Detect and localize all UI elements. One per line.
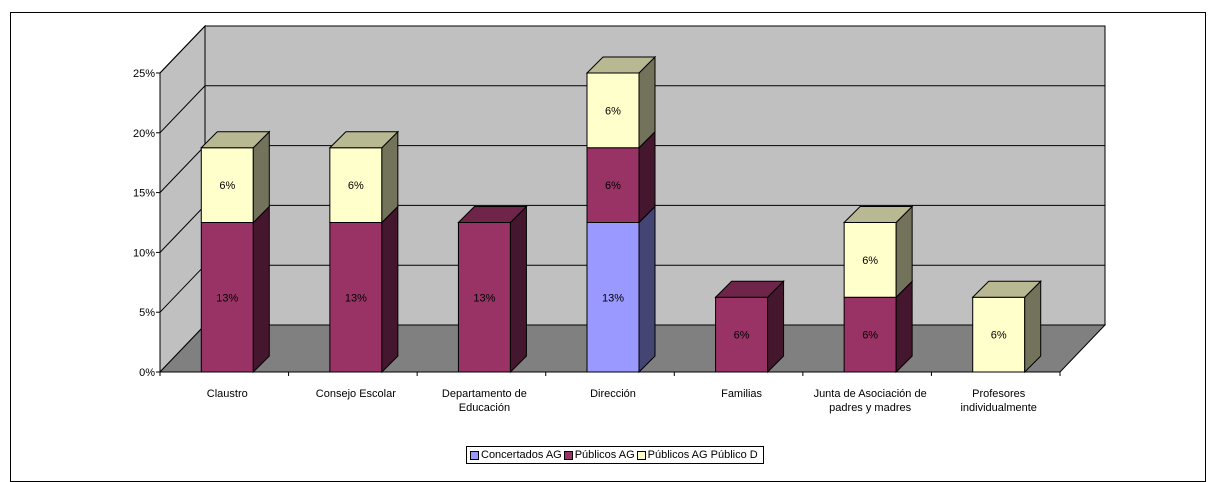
category-label-line: Familias — [721, 388, 762, 400]
bar-stack: 13% 6% — [200, 130, 271, 374]
bar-segment: 13% — [586, 205, 656, 374]
bar-front — [586, 72, 640, 149]
bar-front — [329, 147, 383, 223]
bar-segment: 6% — [329, 130, 399, 224]
bar-segment: 6% — [843, 205, 913, 299]
legend-label: Públicos AG — [574, 449, 635, 461]
bar-top — [200, 131, 271, 149]
legend-swatch — [563, 450, 573, 460]
bar-top — [328, 131, 400, 149]
data-label: 6% — [348, 180, 364, 192]
y-tick-label: 20% — [133, 128, 155, 140]
bar-top — [971, 280, 1042, 298]
legend-item: Públicos AG — [563, 449, 635, 461]
category-label: Familias — [721, 388, 762, 400]
data-label: 6% — [734, 330, 750, 342]
bar-side — [638, 205, 656, 374]
bar-stack: 6% — [714, 280, 785, 374]
bar-front — [586, 147, 640, 223]
data-label: 6% — [605, 180, 621, 192]
bar-segment: 13% — [200, 205, 270, 374]
data-label: 13% — [602, 292, 624, 304]
category-label-line: Dirección — [590, 388, 636, 400]
data-label: 13% — [216, 292, 238, 304]
y-tick-label: 15% — [133, 188, 155, 200]
bar-segment: 13% — [457, 205, 527, 374]
y-tick-label: 0% — [139, 367, 155, 379]
category-label-line: Claustro — [207, 388, 248, 400]
y-tick-label: 25% — [133, 68, 155, 80]
bar-front — [715, 296, 769, 373]
category-label-line: Profesores — [972, 388, 1026, 400]
category-label: Profesores individualmente — [960, 388, 1036, 414]
y-tick-label: 10% — [133, 247, 155, 259]
data-label: 6% — [862, 255, 878, 267]
bar-front — [200, 222, 254, 373]
bars: 13% 6% 13% 6% 13% 13% 6% 6% 6% 6% 6% 6% — [200, 55, 1042, 374]
bar-side — [509, 205, 527, 374]
bar-segment: 6% — [972, 280, 1042, 374]
bar-side — [252, 205, 270, 374]
bar-segment: 6% — [715, 280, 785, 374]
data-label: 13% — [345, 292, 367, 304]
bar-top — [842, 206, 914, 223]
y-axis: 0% 5% 10% 15% 20% 25% — [133, 68, 161, 379]
bar-top — [457, 206, 528, 223]
bar-stack: 13% — [457, 205, 528, 374]
bar-segment: 6% — [200, 130, 270, 224]
data-label: 6% — [605, 105, 621, 117]
category-label: Junta de Asociación de padres y madres — [814, 388, 927, 414]
legend-swatch — [470, 450, 479, 460]
bar-stack: 13% 6% — [328, 130, 400, 374]
data-label: 6% — [862, 330, 878, 342]
bar-top — [714, 280, 785, 298]
gridline — [159, 85, 1105, 134]
legend: Concertados AG Públicos AG Públicos AG Púb… — [466, 446, 764, 464]
bar-front — [586, 222, 640, 373]
legend-label: Concertados AG — [481, 449, 562, 461]
category-label: Dirección — [590, 388, 636, 400]
gridline — [159, 25, 1105, 74]
category-label: Claustro — [207, 388, 248, 400]
legend-item: Públicos AG Público D — [636, 449, 758, 461]
category-label-line: padres y madres — [829, 402, 911, 414]
stacked-bar-chart-3d: 0%5%10%15%20%25% 13%6%13%6%13% 13%6%6%6% 6… — [133, 24, 1107, 414]
category-label: Departamento de Educación — [442, 388, 527, 414]
data-label: 6% — [991, 330, 1007, 342]
category-label: Consejo Escolar — [316, 388, 396, 400]
bar-segment: 13% — [329, 205, 399, 374]
bar-segment: 6% — [586, 55, 656, 149]
data-label: 6% — [219, 180, 235, 192]
category-label-line: Junta de Asociación de — [814, 388, 927, 400]
side-wall — [159, 24, 206, 374]
legend-label: Públicos AG Público D — [647, 449, 758, 461]
category-label-line: Departamento de — [442, 388, 527, 400]
bar-stack: 13% 6% 6% — [585, 55, 657, 374]
data-label: 13% — [473, 292, 495, 304]
bar-stack: 6% — [971, 280, 1042, 374]
category-label-line: Consejo Escolar — [316, 388, 396, 400]
bar-front — [329, 222, 383, 373]
bar-front — [972, 296, 1026, 373]
y-tick-label: 5% — [139, 307, 155, 319]
bar-top — [585, 56, 657, 74]
category-label-line: individualmente — [960, 402, 1036, 414]
x-axis: Claustro Consejo Escolar Departamento de Ed… — [159, 371, 1061, 414]
bar-segment: 6% — [586, 130, 656, 224]
bar-side — [381, 205, 399, 374]
legend-item: Concertados AG — [470, 449, 562, 461]
legend-swatch — [636, 450, 646, 460]
category-label-line: Educación — [459, 402, 510, 414]
bar-front — [843, 222, 897, 298]
bar-stack: 6% 6% — [842, 205, 914, 374]
